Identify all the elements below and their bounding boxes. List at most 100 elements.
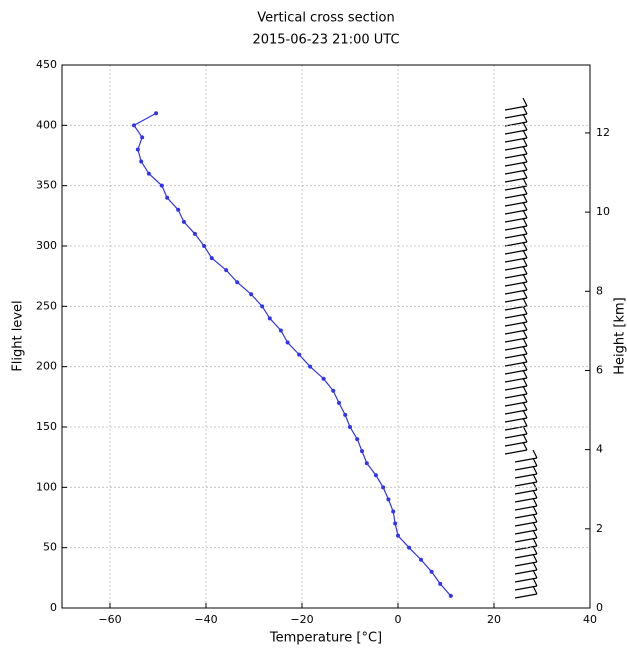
barb-flag [533,562,537,570]
data-point [286,341,290,345]
data-point [176,208,180,212]
barb-flag [533,450,537,458]
data-point [132,123,136,127]
y-axis-label: Flight level [11,300,26,371]
data-point [249,292,253,296]
data-point [438,582,442,586]
data-point [308,365,312,369]
x-tick-label: −40 [194,613,217,626]
barb-flag [533,474,537,482]
barb-flag [523,410,527,418]
data-point [139,160,143,164]
x-tick-label: −20 [290,613,313,626]
data-point [343,413,347,417]
barb-flag [523,306,527,314]
data-point [210,256,214,260]
barb-flag [523,186,527,194]
barb-flag [533,538,537,546]
y2-axis-label: Height [km] [613,297,627,374]
chart-title: Vertical cross section [257,11,394,26]
x-tick-label: 0 [395,613,402,626]
y2-tick-label: 6 [596,363,603,376]
barb-flag [523,122,527,130]
data-point [140,135,144,139]
data-point [391,509,395,513]
barb-flag [523,106,527,114]
barb-flag [533,514,537,522]
barb-flag [523,314,527,322]
barb-flag [523,98,527,106]
barb-flag [533,586,537,594]
barb-flag [523,402,527,410]
data-point [386,497,390,501]
barb-flag [523,282,527,290]
y-tick-label: 250 [36,299,57,312]
barb-flag [523,338,527,346]
data-point [297,353,301,357]
data-point [268,316,272,320]
chart-subtitle: 2015-06-23 21:00 UTC [252,33,399,48]
y-tick-label: 450 [36,58,57,71]
data-point [381,485,385,489]
barb-flag [523,130,527,138]
barb-flag [533,554,537,562]
data-point [337,401,341,405]
data-point [419,558,423,562]
barb-flag [533,506,537,514]
barb-flag [523,202,527,210]
y-tick-label: 200 [36,360,57,373]
barb-flag [523,290,527,298]
y-tick-label: 0 [50,601,57,614]
barb-flag [533,458,537,466]
barb-flag [523,298,527,306]
y2-tick-label: 10 [596,205,610,218]
barb-flag [523,378,527,386]
barb-flag [523,194,527,202]
barb-flag [523,266,527,274]
data-point [154,111,158,115]
data-point [322,377,326,381]
data-point [193,232,197,236]
barb-flag [523,386,527,394]
barb-flag [523,322,527,330]
barb-flag [523,234,527,242]
barb-flag [523,346,527,354]
y-tick-label: 150 [36,420,57,433]
barb-flag [523,162,527,170]
barb-flag [523,250,527,258]
data-point [224,268,228,272]
data-point [260,304,264,308]
data-point [160,184,164,188]
barb-staff [505,450,527,454]
barb-flag [533,546,537,554]
x-tick-label: 20 [487,613,501,626]
x-tick-label: −60 [98,613,121,626]
barb-flag [523,418,527,426]
barb-flag [523,442,527,450]
data-point [374,473,378,477]
barb-flag [533,482,537,490]
y2-tick-label: 12 [596,126,610,139]
data-point [202,244,206,248]
data-point [407,546,411,550]
barb-flag [523,138,527,146]
barb-flag [523,370,527,378]
x-tick-label: 40 [583,613,597,626]
barb-flag [523,434,527,442]
data-point [430,570,434,574]
data-point [393,522,397,526]
y2-tick-label: 2 [596,522,603,535]
barb-flag [533,530,537,538]
barb-flag [523,362,527,370]
y-tick-label: 300 [36,239,57,252]
barb-flag [523,330,527,338]
barb-flag [523,226,527,234]
barb-flag [523,354,527,362]
barb-flag [523,394,527,402]
barb-flag [523,218,527,226]
data-point [136,147,140,151]
data-point [360,449,364,453]
data-point [396,534,400,538]
barb-flag [533,466,537,474]
